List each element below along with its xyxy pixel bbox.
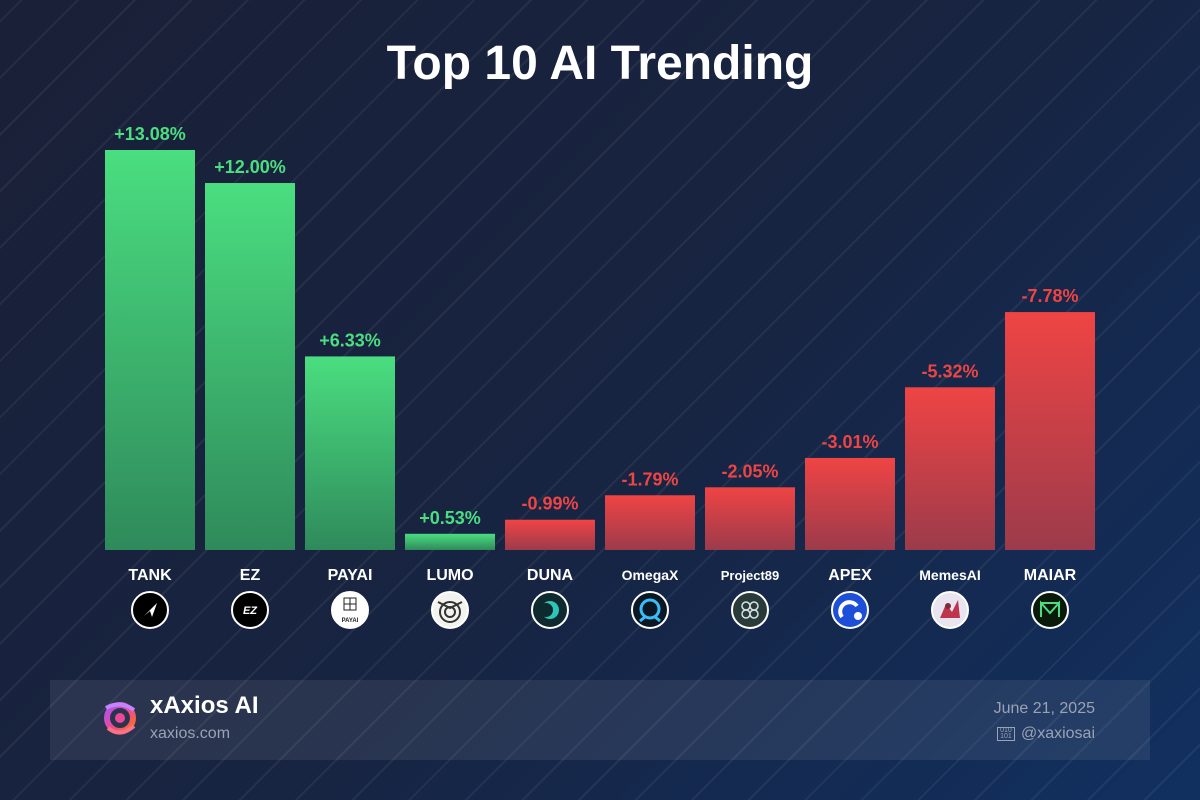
category-label-omegax: OmegaX [622,567,679,583]
xaxios-logo-icon [104,702,136,735]
category-label-lumo: LUMO [426,567,473,584]
value-label-tank: +13.08% [114,124,186,144]
value-label-memesai: -5.32% [921,361,978,381]
bar-maiar[interactable] [1005,312,1095,550]
ez-icon: EZ [231,591,269,629]
bar-omegax[interactable] [605,495,695,550]
category-label-maiar: MAIAR [1024,567,1077,584]
bar-apex[interactable] [805,457,895,550]
memesai-icon [931,591,969,629]
report-date: June 21, 2025 [993,700,1095,717]
bar-ez[interactable] [205,183,295,550]
value-label-lumo: +0.53% [419,508,481,528]
maiar-icon [1031,591,1069,629]
bar-tank[interactable] [105,150,195,550]
category-label-tank: TANK [128,567,172,584]
footer-banner: xAxios AI xaxios.com June 21, 2025 010 1… [50,680,1150,760]
payai-icon: PAYAI [331,591,369,629]
social-handle-text: @xaxiosai [1020,725,1095,742]
category-label-payai: PAYAI [328,567,373,584]
value-label-payai: +6.33% [319,330,381,350]
omegax-icon [631,591,669,629]
value-label-duna: -0.99% [521,494,578,514]
duna-icon [531,591,569,629]
bar-project89[interactable] [705,487,795,550]
svg-text:EZ: EZ [243,605,258,617]
value-label-omegax: -1.79% [621,469,678,489]
bar-duna[interactable] [505,519,595,550]
category-label-apex: APEX [828,567,872,584]
bar-chart: +13.08% TANK +12.00% EZ EZ +6.33% PAYAI PAYAI +0… [105,124,1095,629]
bar-payai[interactable] [305,356,395,550]
chart-title: Top 10 AI Trending [386,37,814,90]
category-label-memesai: MemesAI [919,567,980,583]
category-label-ez: EZ [240,567,261,584]
project89-icon [731,591,769,629]
apex-icon [831,591,869,629]
brand-name: xAxios AI [150,692,259,719]
category-label-project89: Project89 [721,568,780,583]
value-label-maiar: -7.78% [1021,286,1078,306]
category-label-duna: DUNA [527,567,574,584]
value-label-ez: +12.00% [214,157,286,177]
social-handle[interactable]: 010 101 @xaxiosai [996,725,1095,743]
bar-lumo[interactable] [405,533,495,550]
bar-memesai[interactable] [905,387,995,550]
svg-text:PAYAI: PAYAI [342,618,359,624]
x-social-icon: 010 101 [996,727,1015,741]
tank-icon [131,591,169,629]
value-label-apex: -3.01% [821,432,878,452]
brand-site[interactable]: xaxios.com [150,725,231,742]
lumo-icon [431,591,469,629]
value-label-project89: -2.05% [721,461,778,481]
